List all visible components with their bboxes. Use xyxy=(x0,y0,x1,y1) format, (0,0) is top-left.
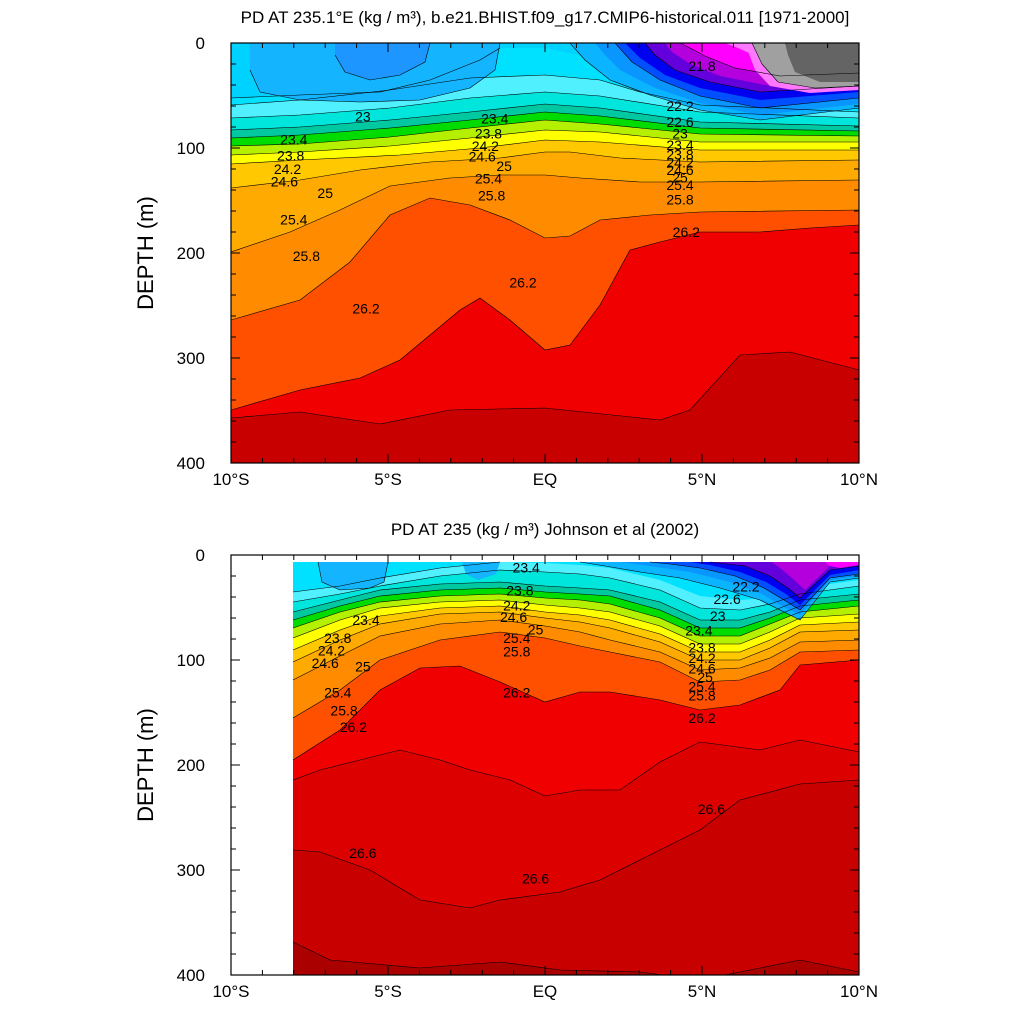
x-tick-label: 10°S xyxy=(212,982,249,1001)
contour-label: 24.6 xyxy=(688,660,715,676)
contour-label: 25.4 xyxy=(666,177,693,193)
contour-label: 23.8 xyxy=(475,125,502,141)
contour-label: 25 xyxy=(672,169,688,185)
y-tick-label: 0 xyxy=(196,546,205,565)
contour-label: 26.2 xyxy=(340,719,367,735)
panel-model: PD AT 235.1°E (kg / m³), b.e21.BHIST.f09… xyxy=(133,8,878,489)
contour-label: 26.2 xyxy=(352,301,379,317)
contour-label: 23.8 xyxy=(666,146,693,162)
contour-label: 22.2 xyxy=(732,579,759,595)
contour-label: 23.8 xyxy=(277,147,304,163)
y-tick-label: 400 xyxy=(177,454,205,473)
contour-label: 23.8 xyxy=(688,639,715,655)
contour-labels-model: 2323.423.824.224.62525.425.826.223.423.8… xyxy=(271,58,716,317)
contour-label: 25.4 xyxy=(475,170,502,186)
contour-label: 26.2 xyxy=(673,224,700,240)
contour-label: 26.2 xyxy=(509,274,536,290)
contour-label: 22.6 xyxy=(713,591,740,607)
contour-label: 25.4 xyxy=(324,685,351,701)
contour-label: 26.2 xyxy=(688,710,715,726)
contour-label: 25 xyxy=(317,185,333,201)
contour-label: 23.4 xyxy=(685,623,712,639)
y-tick-label: 100 xyxy=(177,139,205,158)
contour-label: 25 xyxy=(528,622,544,638)
contour-label: 22.6 xyxy=(666,114,693,130)
contour-label: 25.8 xyxy=(293,248,320,264)
contour-label: 26.6 xyxy=(349,845,376,861)
contour-label: 23 xyxy=(355,109,371,125)
y-tick-label: 0 xyxy=(196,34,205,53)
contour-label: 23.8 xyxy=(506,583,533,599)
y-tick-label: 400 xyxy=(177,966,205,985)
contour-label: 24.6 xyxy=(469,148,496,164)
contour-label: 24.2 xyxy=(318,643,345,659)
contour-label: 25 xyxy=(697,669,713,685)
x-tick-label: EQ xyxy=(533,982,558,1001)
contour-label: 24.6 xyxy=(500,609,527,625)
contour-lines-model xyxy=(231,43,859,425)
x-tick-label: 10°S xyxy=(212,470,249,489)
contour-label: 26.2 xyxy=(503,685,530,701)
y-tick-label: 100 xyxy=(177,651,205,670)
panel-observed: PD AT 235 (kg / m³) Johnson et al (2002) xyxy=(133,520,878,1001)
density-field-observed: 23.423.824.224.6 2525.425.826.226.623.423… xyxy=(231,555,859,975)
x-tick-label: 5°S xyxy=(374,982,402,1001)
contour-lines-observed xyxy=(292,561,859,975)
y-tick-label: 300 xyxy=(177,861,205,880)
contour-label: 23 xyxy=(672,125,688,141)
contour-label: 24.6 xyxy=(271,174,298,190)
y-tick-label: 200 xyxy=(177,756,205,775)
axes-observed: 10°S 5°S EQ 5°N 10°N 0 100 200 300 400 xyxy=(177,546,878,1001)
y-axis-label-observed: DEPTH (m) xyxy=(133,708,158,822)
contour-label: 24.6 xyxy=(312,655,339,671)
contour-label: 25.8 xyxy=(688,688,715,704)
contour-label: 25.8 xyxy=(330,702,357,718)
contour-label: 25.8 xyxy=(478,187,505,203)
y-axis-label-model: DEPTH (m) xyxy=(133,196,158,310)
x-tick-label: 10°N xyxy=(840,470,878,489)
x-tick-label: 10°N xyxy=(840,982,878,1001)
contour-label: 26.6 xyxy=(522,870,549,886)
x-tick-label: 5°S xyxy=(374,470,402,489)
contour-label: 24.2 xyxy=(688,650,715,666)
contour-labels-observed: 23.423.824.224.6 2525.425.826.226.623.423… xyxy=(312,560,760,887)
contour-label: 25 xyxy=(496,158,512,174)
contour-label: 24.6 xyxy=(666,162,693,178)
contour-label: 21.8 xyxy=(688,58,715,74)
contour-label: 22.2 xyxy=(666,98,693,114)
x-tick-label: 5°N xyxy=(688,982,717,1001)
contour-label: 23.4 xyxy=(513,560,540,576)
contour-label: 24.2 xyxy=(503,597,530,613)
contour-label: 23.4 xyxy=(481,111,508,127)
contour-label: 25.4 xyxy=(503,630,530,646)
x-tick-label: EQ xyxy=(533,470,558,489)
contour-label: 24.2 xyxy=(472,138,499,154)
x-tick-label: 5°N xyxy=(688,470,717,489)
density-field-model: 2323.423.824.224.62525.425.826.223.423.8… xyxy=(231,43,859,463)
panel-title-model: PD AT 235.1°E (kg / m³), b.e21.BHIST.f09… xyxy=(241,8,850,27)
contour-label: 23.8 xyxy=(324,630,351,646)
contour-label: 25.4 xyxy=(280,211,307,227)
contour-label: 23.4 xyxy=(280,132,307,148)
y-tick-label: 300 xyxy=(177,349,205,368)
contour-label: 25.8 xyxy=(666,191,693,207)
contour-label: 23.4 xyxy=(352,612,379,628)
contour-label: 25 xyxy=(355,658,371,674)
contour-label: 24.2 xyxy=(274,161,301,177)
contour-label: 25.8 xyxy=(503,644,530,660)
contour-label: 23 xyxy=(710,608,726,624)
contour-label: 26.6 xyxy=(698,801,725,817)
contour-label: 24.2 xyxy=(666,155,693,171)
contour-label: 23.4 xyxy=(666,137,693,153)
y-tick-label: 200 xyxy=(177,244,205,263)
contour-label: 25.4 xyxy=(688,678,715,694)
panel-title-observed: PD AT 235 (kg / m³) Johnson et al (2002) xyxy=(391,520,699,539)
axes-model: 10°S 5°S EQ 5°N 10°N 0 100 200 300 400 xyxy=(177,34,878,489)
